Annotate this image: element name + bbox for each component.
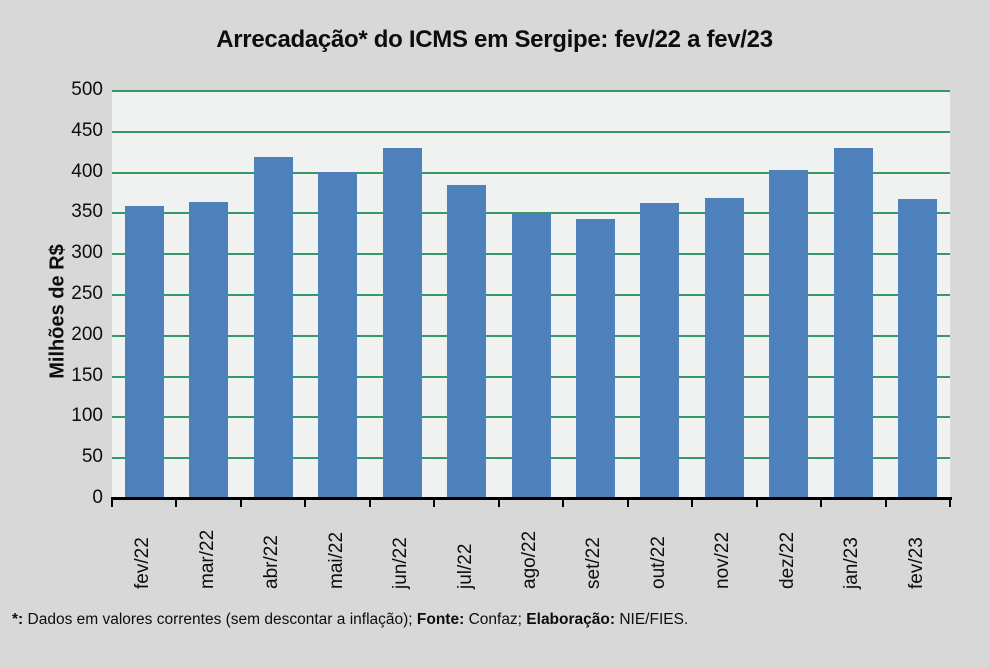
- x-tick-label-set/22: set/22: [583, 537, 605, 589]
- gridline-500: [112, 90, 950, 92]
- bar-mar/22: [189, 201, 229, 498]
- y-tick-label-150: 150: [71, 364, 103, 386]
- footnote-segment-4: Elaboração:: [526, 611, 616, 628]
- chart-title: Arrecadação* do ICMS em Sergipe: fev/22 …: [216, 26, 773, 53]
- bar-fev/22: [124, 205, 164, 498]
- bar-jan/23: [833, 147, 873, 498]
- x-tick-label-nov/22: nov/22: [712, 531, 734, 589]
- x-tick-label-abr/22: abr/22: [261, 535, 283, 589]
- x-axis-tick-labels: fev/22 mar/22 abr/22 mai/22 jun/22 jul/22 ago/…: [112, 511, 950, 591]
- y-tick-label-250: 250: [71, 283, 103, 304]
- footnote: *: Dados em valores correntes (sem desco…: [12, 611, 977, 629]
- x-axis-tick: [820, 497, 823, 507]
- y-tick-label-500: 500: [71, 79, 103, 100]
- x-axis-tick: [433, 497, 436, 507]
- x-axis-tick: [755, 497, 758, 507]
- bar-ago/22: [511, 214, 551, 498]
- x-tick-label-ago/22: ago/22: [519, 530, 540, 589]
- x-tick-label-jun/22: jun/22: [390, 537, 412, 589]
- x-axis-tick: [304, 497, 307, 507]
- bar-set/22: [575, 218, 615, 498]
- footnote-segment-1: Dados em valores correntes (sem desconta…: [23, 611, 417, 628]
- bar-out/22: [640, 203, 680, 498]
- x-axis-tick: [175, 497, 178, 507]
- x-axis-tick: [626, 497, 629, 507]
- y-tick-label-400: 400: [71, 160, 103, 182]
- x-axis-line: [111, 497, 952, 500]
- bar-jul/22: [447, 185, 487, 498]
- y-tick-label-350: 350: [71, 201, 103, 223]
- gridline-350: [112, 212, 950, 215]
- x-tick-label-jul/22: jul/22: [454, 543, 476, 589]
- y-tick-label-100: 100: [71, 405, 103, 427]
- y-axis-tick-labels: 0 50 100 150 200 250 300 350 400 450 500: [20, 0, 103, 667]
- x-axis-tick: [691, 497, 694, 507]
- bar-fev/23: [898, 198, 938, 498]
- footnote-segment-0: *:: [12, 611, 24, 628]
- x-axis-tick: [497, 497, 500, 507]
- gridline-400: [112, 171, 950, 174]
- gridline-450: [112, 130, 950, 133]
- y-tick-label-0: 0: [92, 487, 103, 508]
- x-tick-label-mar/22: mar/22: [196, 529, 218, 589]
- footnote-segment-3: Confaz;: [464, 611, 527, 628]
- x-tick-label-out/22: out/22: [647, 536, 669, 589]
- y-tick-label-450: 450: [71, 119, 103, 141]
- plot-area: [112, 90, 950, 498]
- bar-abr/22: [253, 156, 293, 498]
- x-tick-label-dez/22: dez/22: [776, 531, 798, 589]
- footnote-segment-2: Fonte:: [416, 611, 465, 628]
- x-axis-tick: [368, 497, 371, 507]
- y-tick-label-50: 50: [81, 446, 103, 468]
- x-axis-tick: [884, 497, 887, 507]
- x-tick-label-fev/23: fev/23: [905, 537, 927, 589]
- bar-nov/22: [704, 197, 744, 498]
- bar-mai/22: [318, 172, 358, 498]
- bar-jun/22: [382, 147, 422, 498]
- y-tick-label-200: 200: [71, 323, 103, 345]
- x-tick-label-mai/22: mai/22: [325, 531, 347, 589]
- bar-dez/22: [769, 169, 809, 498]
- x-axis-tick: [239, 497, 242, 507]
- x-axis-tick: [949, 497, 951, 507]
- y-tick-label-300: 300: [71, 242, 103, 264]
- x-tick-label-jan/23: jan/23: [841, 537, 863, 589]
- x-tick-label-fev/22: fev/22: [132, 537, 154, 589]
- x-axis-tick: [111, 497, 113, 507]
- x-axis-tick: [562, 497, 565, 507]
- footnote-segment-5: NIE/FIES.: [615, 611, 689, 628]
